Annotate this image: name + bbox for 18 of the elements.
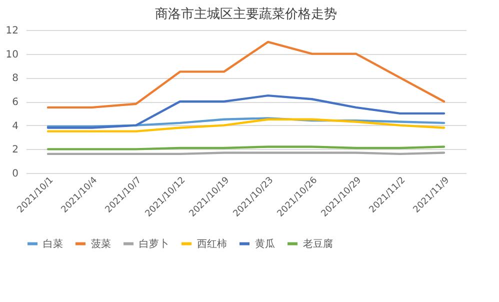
legend-label: 西红柿 xyxy=(197,238,227,250)
legend-label: 菠菜 xyxy=(91,238,111,250)
y-tick-label: 4 xyxy=(12,120,18,132)
y-tick-label: 8 xyxy=(12,73,18,84)
line-series xyxy=(46,40,446,109)
line-series xyxy=(46,117,446,128)
y-tick-label: 6 xyxy=(12,97,18,108)
legend-label: 白萝卜 xyxy=(139,238,169,250)
line-series xyxy=(46,118,446,132)
chart-title: 商洛市主城区主要蔬菜价格走势 xyxy=(155,6,337,22)
y-tick-label: 10 xyxy=(6,49,18,60)
line-series xyxy=(46,94,446,129)
legend-label: 老豆腐 xyxy=(303,238,333,250)
y-tick-label: 0 xyxy=(12,168,18,180)
legend-label: 白菜 xyxy=(43,238,63,250)
y-tick-label: 12 xyxy=(6,26,18,36)
legend-label: 黄瓜 xyxy=(255,238,275,250)
y-tick-label: 2 xyxy=(12,144,18,156)
